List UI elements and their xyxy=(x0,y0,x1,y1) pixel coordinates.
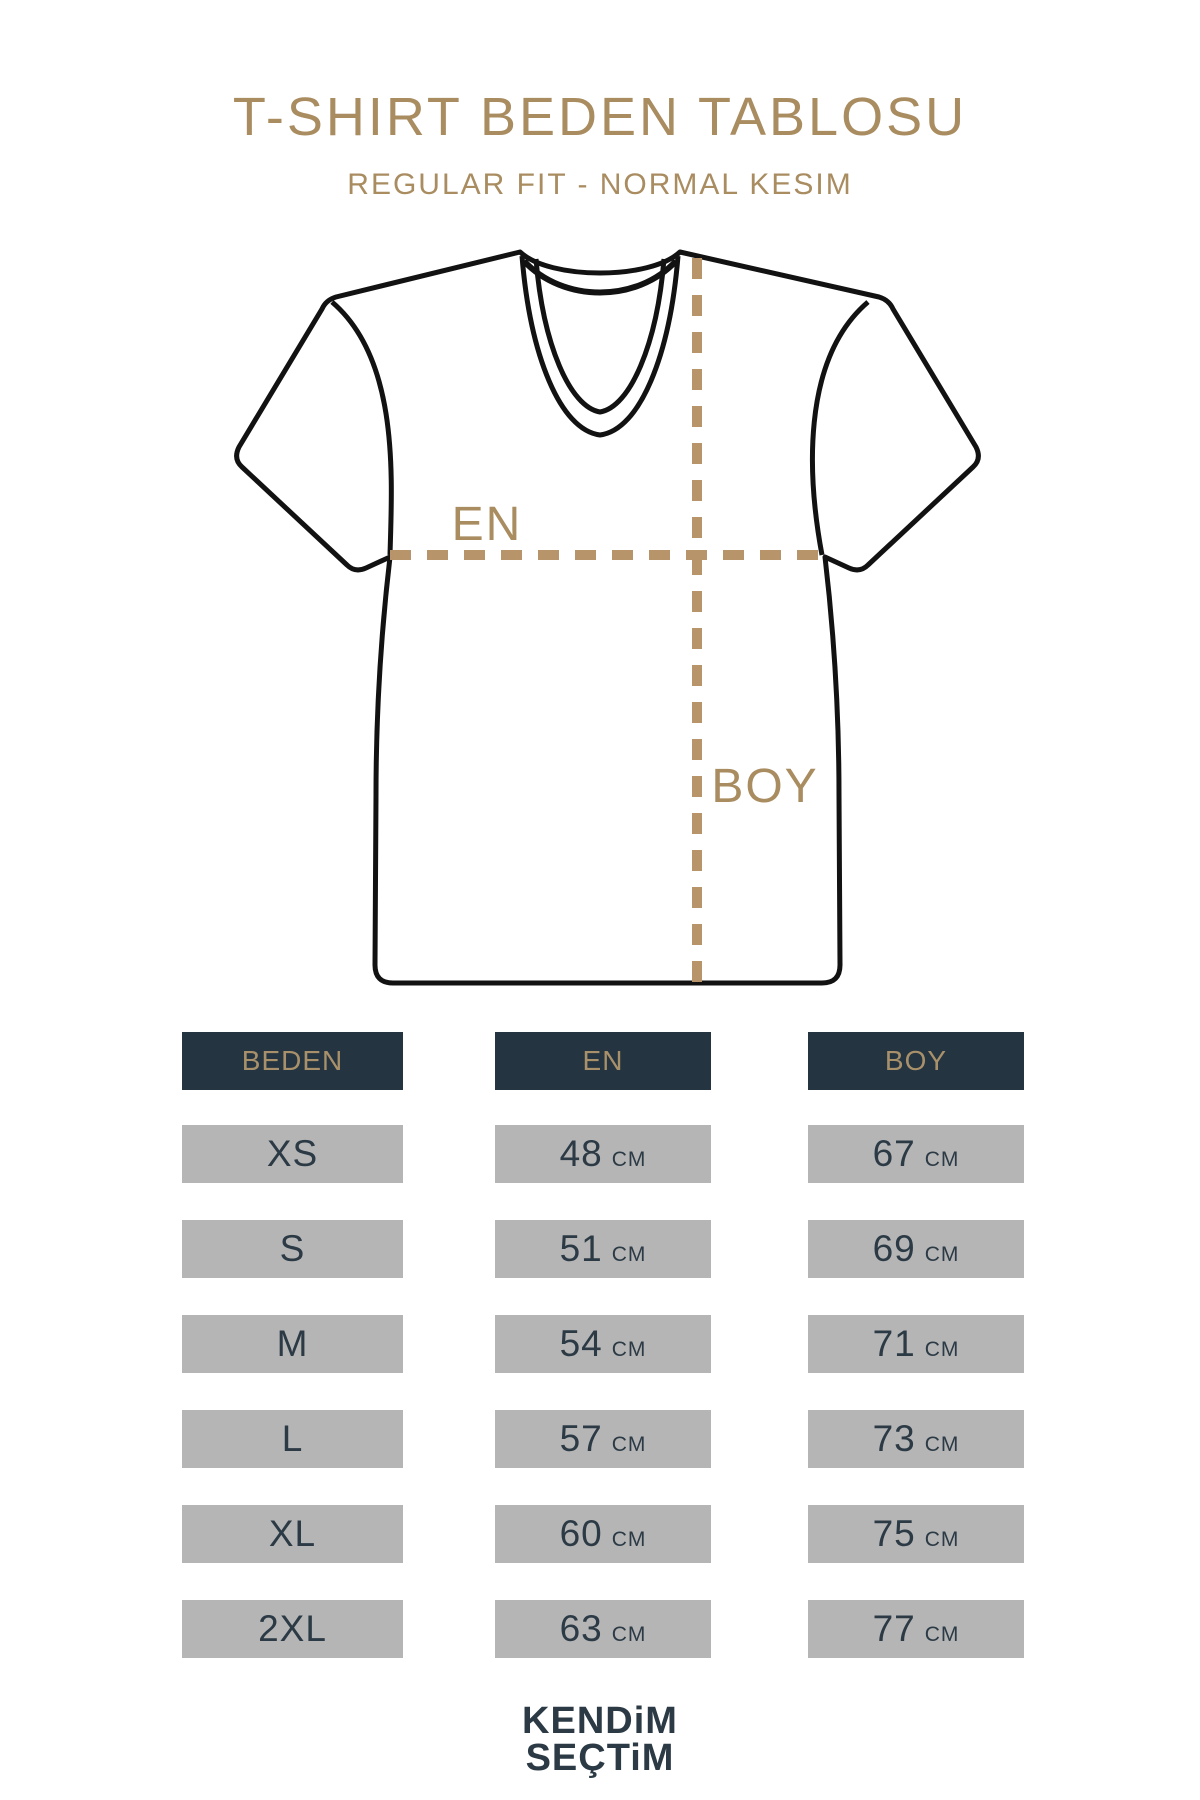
measurement-value: 57 xyxy=(559,1418,603,1459)
size-cell: 2XL xyxy=(182,1600,403,1658)
left-armhole-seam xyxy=(330,300,394,556)
width-value-cell: 51 CM xyxy=(495,1220,711,1278)
length-value-cell: 67 CM xyxy=(808,1125,1024,1183)
measurement-value: 60 xyxy=(559,1513,603,1554)
logo-line-1: KENDiM xyxy=(522,1700,678,1742)
page-subtitle: REGULAR FIT - NORMAL KESIM xyxy=(347,168,853,201)
width-value-cell: 57 CM xyxy=(495,1410,711,1468)
width-value-cell: 63 CM xyxy=(495,1600,711,1658)
measurement-unit: CM xyxy=(611,1148,647,1171)
length-label: BOY xyxy=(711,760,818,813)
length-value-cell: 75 CM xyxy=(808,1505,1024,1563)
header-cell-beden: BEDEN xyxy=(182,1032,403,1090)
measurement-unit: CM xyxy=(924,1338,960,1361)
measurement-value: 67 xyxy=(872,1133,916,1174)
size-table-header-row: BEDEN EN BOY xyxy=(0,1032,1200,1090)
table-row: XS 48 CM 67 CM xyxy=(0,1125,1200,1183)
brand-logo: KENDiM SEÇTiM xyxy=(0,1700,1200,1779)
table-row: XL 60 CM 75 CM xyxy=(0,1505,1200,1563)
logo-line-2: SEÇTiM xyxy=(525,1737,675,1779)
header-cell-en: EN xyxy=(495,1032,711,1090)
tshirt-outline xyxy=(234,249,981,986)
measurement-value: 73 xyxy=(872,1418,916,1459)
measurement-unit: CM xyxy=(611,1338,647,1361)
measurement-value: 48 xyxy=(559,1133,603,1174)
measurement-unit: CM xyxy=(924,1623,960,1646)
page-title: T-SHIRT BEDEN TABLOSU xyxy=(232,87,968,147)
size-cell: M xyxy=(182,1315,403,1373)
neckline-outer xyxy=(519,255,681,438)
measurement-value: 54 xyxy=(559,1323,603,1364)
measurement-unit: CM xyxy=(611,1528,647,1551)
size-cell: S xyxy=(182,1220,403,1278)
measurement-value: 71 xyxy=(872,1323,916,1364)
measurement-unit: CM xyxy=(924,1528,960,1551)
width-value-cell: 54 CM xyxy=(495,1315,711,1373)
size-cell: XL xyxy=(182,1505,403,1563)
measurement-unit: CM xyxy=(611,1433,647,1456)
table-row: S 51 CM 69 CM xyxy=(0,1220,1200,1278)
measurement-value: 77 xyxy=(872,1608,916,1649)
width-label: EN xyxy=(452,498,523,551)
measurement-value: 51 xyxy=(559,1228,603,1269)
measurement-unit: CM xyxy=(611,1623,647,1646)
length-value-cell: 69 CM xyxy=(808,1220,1024,1278)
measurement-unit: CM xyxy=(924,1433,960,1456)
table-row: 2XL 63 CM 77 CM xyxy=(0,1600,1200,1658)
measurement-value: 63 xyxy=(559,1608,603,1649)
length-value-cell: 77 CM xyxy=(808,1600,1024,1658)
size-cell: XS xyxy=(182,1125,403,1183)
header-cell-boy: BOY xyxy=(808,1032,1024,1090)
tshirt-diagram: EN BOY xyxy=(234,249,981,986)
width-value-cell: 60 CM xyxy=(495,1505,711,1563)
length-value-cell: 73 CM xyxy=(808,1410,1024,1468)
measurement-value: 69 xyxy=(872,1228,916,1269)
measurement-unit: CM xyxy=(611,1243,647,1266)
size-cell: L xyxy=(182,1410,403,1468)
table-row: M 54 CM 71 CM xyxy=(0,1315,1200,1373)
neckline-inner xyxy=(533,258,667,415)
measurement-value: 75 xyxy=(872,1513,916,1554)
length-value-cell: 71 CM xyxy=(808,1315,1024,1373)
table-row: L 57 CM 73 CM xyxy=(0,1410,1200,1468)
measurement-unit: CM xyxy=(924,1148,960,1171)
right-armhole-seam xyxy=(809,300,870,556)
width-value-cell: 48 CM xyxy=(495,1125,711,1183)
measurement-unit: CM xyxy=(924,1243,960,1266)
